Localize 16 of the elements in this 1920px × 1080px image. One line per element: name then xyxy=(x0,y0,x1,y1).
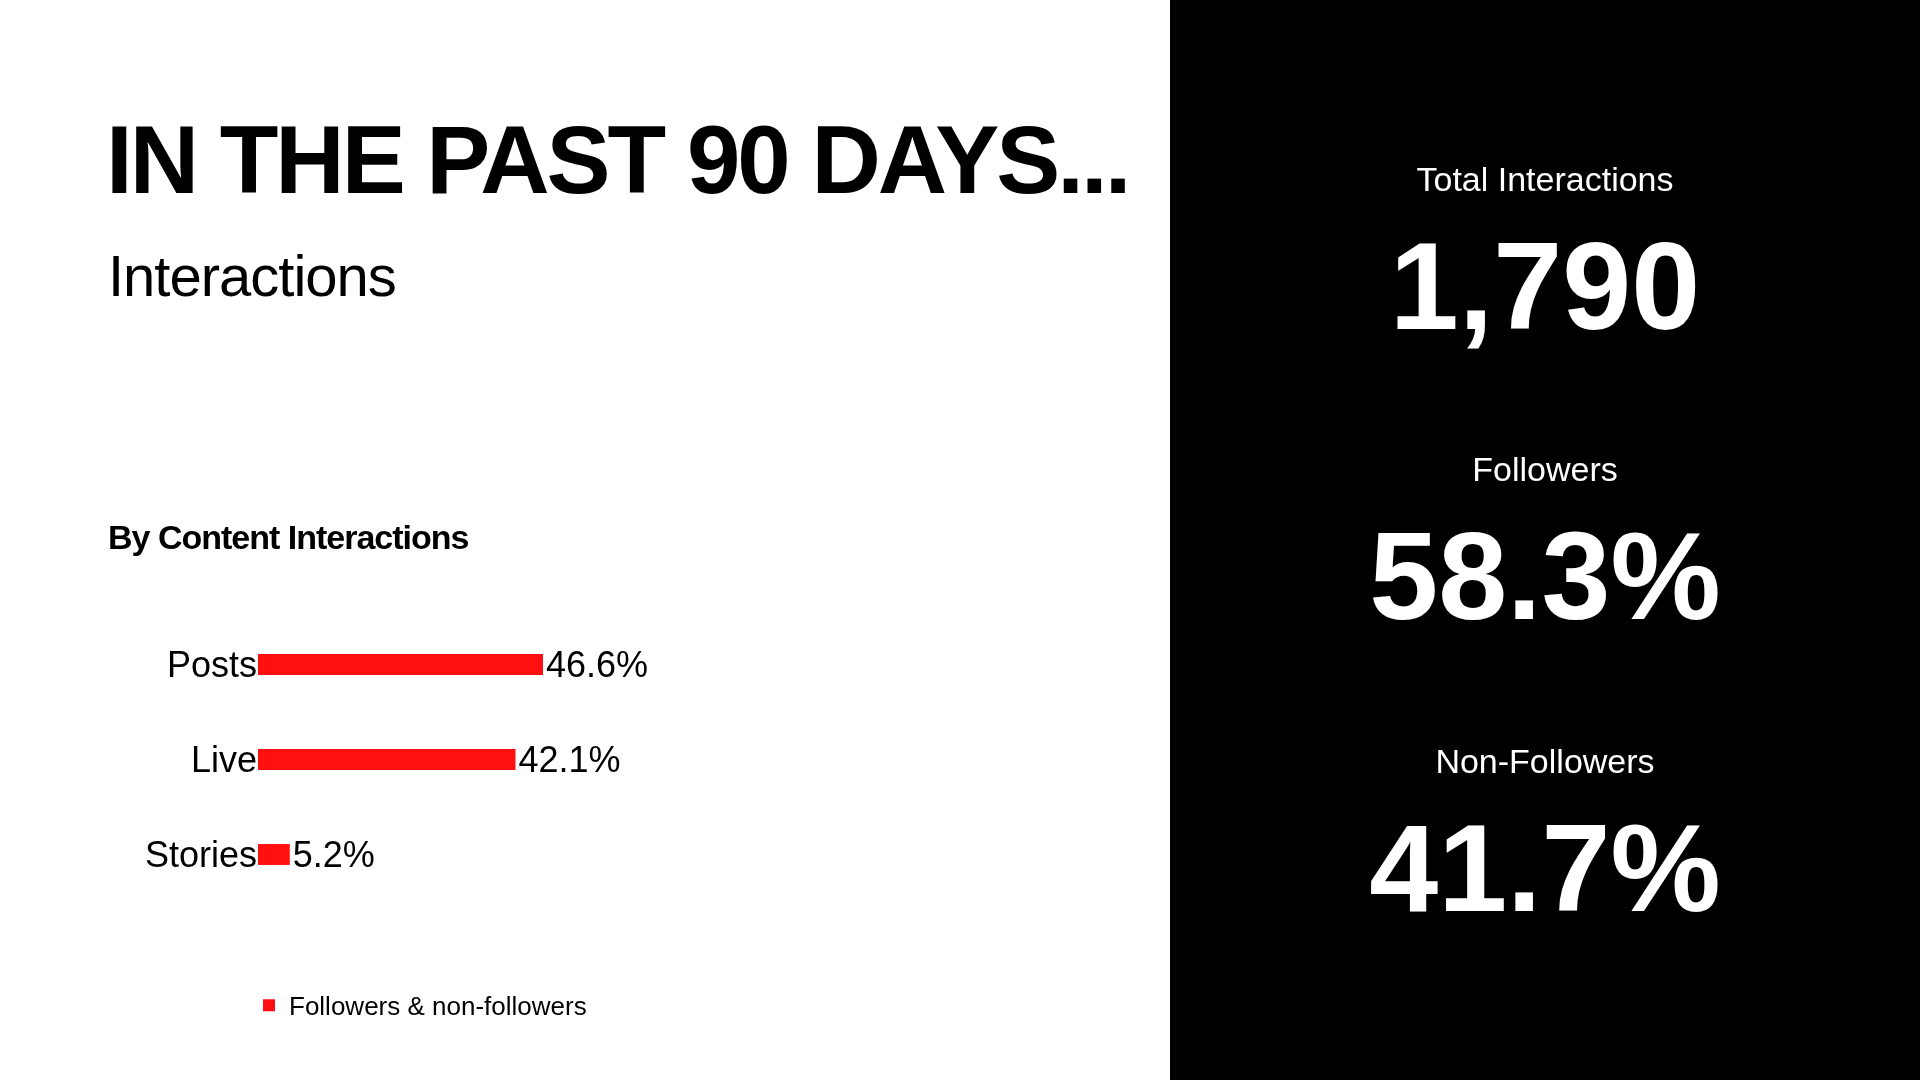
chart-subtitle: Interactions xyxy=(108,242,396,309)
y-tick-label: Stories xyxy=(144,834,257,876)
data-label: 5.2% xyxy=(292,834,375,875)
y-tick-label: Live xyxy=(190,739,257,781)
text: Non-Followers xyxy=(1434,742,1656,781)
chart-title: IN THE PAST 90 DAYS... xyxy=(106,105,1129,215)
data-label: 46.6% xyxy=(546,644,649,685)
text: 41.7% xyxy=(1368,798,1722,939)
text: 58.3% xyxy=(1368,506,1722,647)
data-label: 42.1% xyxy=(518,739,621,780)
text: By Content Interactions xyxy=(108,518,469,557)
text: Followers xyxy=(1471,450,1619,489)
text: Total Interactions xyxy=(1415,160,1675,199)
legend-label: Followers & non-followers xyxy=(289,991,587,1022)
text: 1,790 xyxy=(1388,216,1702,357)
y-tick-label: Posts xyxy=(166,644,257,686)
